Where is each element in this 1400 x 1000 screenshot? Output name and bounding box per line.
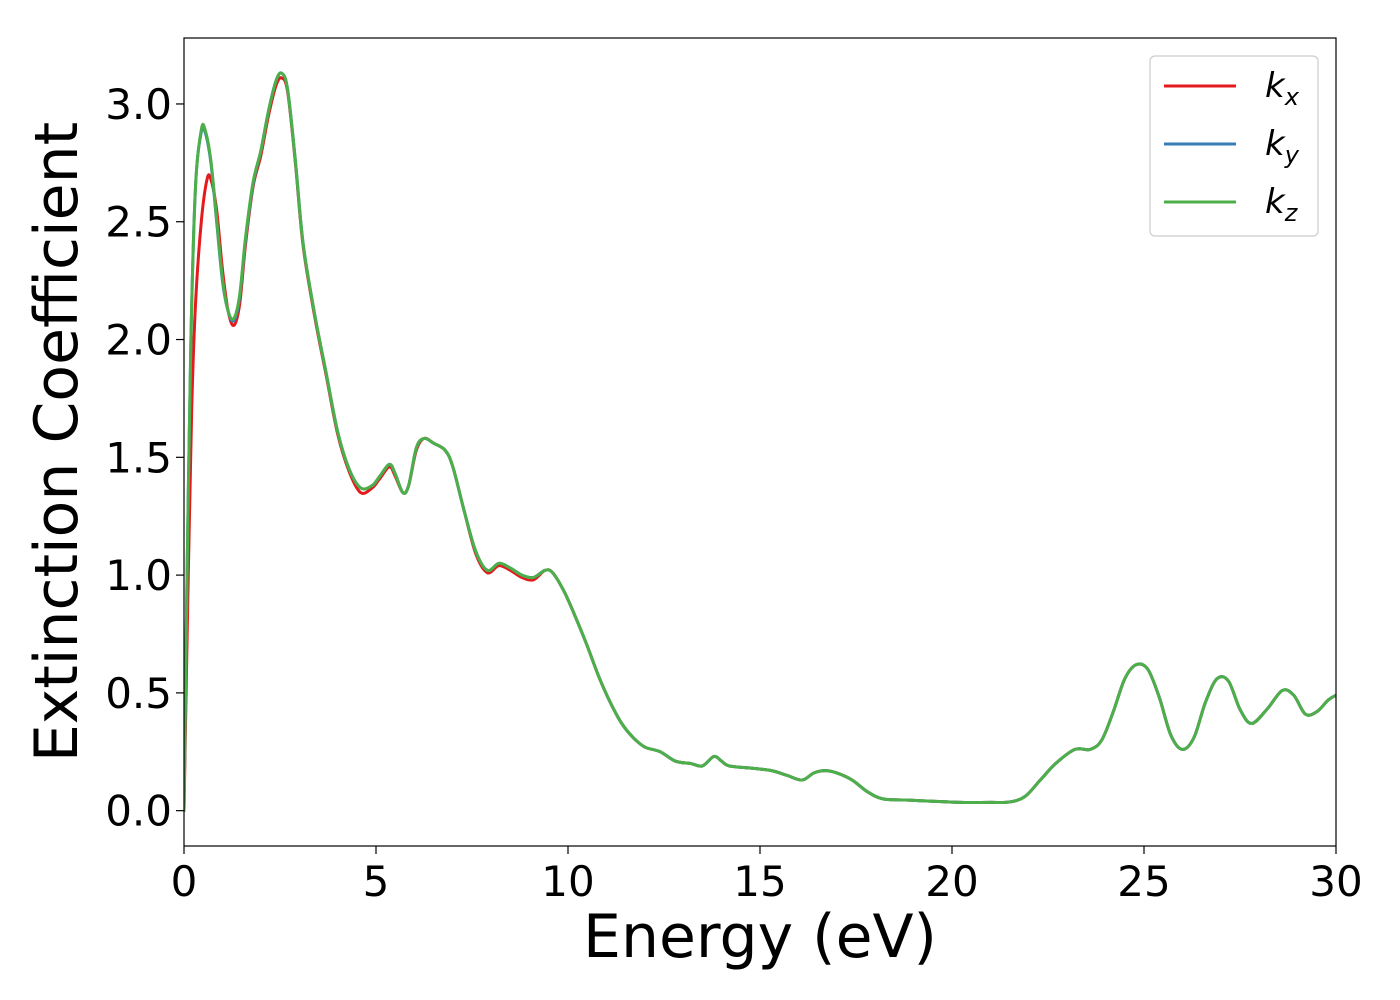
y-tick-label: 2.0 [105,316,172,365]
x-tick-label: 10 [541,857,594,906]
x-tick-label: 15 [733,857,786,906]
x-axis-title: Energy (eV) [583,902,937,972]
series-lines [184,71,1336,813]
y-tick-label: 0.0 [105,787,172,836]
x-tick-label: 5 [363,857,390,906]
x-tick-label: 25 [1117,857,1170,906]
y-axis-ticks: 0.0 0.5 1.0 1.5 2.0 2.5 3.0 [105,80,184,836]
legend-label-y: ky [1265,124,1300,169]
y-axis-title: Extinction Coefficient [22,122,92,762]
y-tick-label: 0.5 [105,669,172,718]
legend-label-x: kx [1265,66,1300,111]
y-tick-label: 1.0 [105,551,172,600]
x-axis-ticks: 0 5 10 15 20 25 30 [171,846,1363,906]
y-tick-label: 3.0 [105,80,172,129]
legend-label-z: kz [1265,182,1299,227]
y-tick-label: 2.5 [105,198,172,247]
legend: kx ky kz [1149,55,1319,237]
legend-box [1149,55,1319,237]
series-line-z [184,71,1336,813]
x-tick-label: 0 [171,857,198,906]
y-tick-label: 1.5 [105,433,172,482]
x-tick-label: 20 [925,857,978,906]
x-tick-label: 30 [1309,857,1362,906]
